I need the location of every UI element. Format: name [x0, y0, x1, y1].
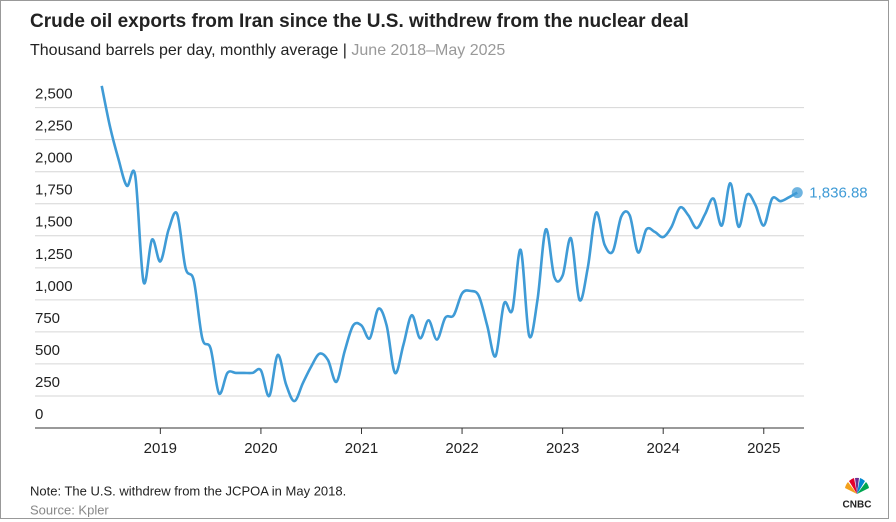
x-tick-label: 2023 — [546, 440, 579, 457]
y-tick-label: 1,500 — [35, 214, 73, 231]
separator: | — [343, 42, 347, 59]
subtitle-text: Thousand barrels per day, monthly averag… — [30, 42, 338, 59]
y-tick-label: 1,750 — [35, 182, 73, 199]
y-tick-label: 1,000 — [35, 278, 73, 295]
y-tick-label: 500 — [35, 342, 60, 359]
x-tick-label: 2020 — [244, 440, 277, 457]
line — [100, 85, 798, 403]
y-tick-label: 750 — [35, 310, 60, 327]
y-tick-label: 250 — [35, 374, 60, 391]
x-tick-label: 2022 — [445, 440, 478, 457]
x-tick-label: 2019 — [144, 440, 177, 457]
y-tick-label: 2,500 — [35, 86, 73, 103]
y-tick-label: 1,250 — [35, 246, 73, 263]
source: Source: Kpler — [30, 502, 109, 517]
date-range: June 2018–May 2025 — [351, 42, 505, 59]
logo-text: CNBC — [843, 500, 872, 511]
chart-title: Crude oil exports from Iran since the U.… — [30, 11, 689, 32]
y-tick-label: 2,000 — [35, 150, 73, 167]
x-tick-label: 2024 — [647, 440, 680, 457]
x-tick-label: 2025 — [747, 440, 780, 457]
x-tick-label: 2021 — [345, 440, 378, 457]
end-point — [791, 187, 803, 199]
logo-peacock — [845, 477, 869, 494]
y-tick-label: 0 — [35, 406, 43, 423]
note: Note: The U.S. withdrew from the JCPOA i… — [30, 483, 346, 498]
chart-subtitle: Thousand barrels per day, monthly averag… — [30, 42, 505, 59]
value-label: 1,836.88 — [809, 185, 867, 202]
y-tick-label: 2,250 — [35, 118, 73, 135]
